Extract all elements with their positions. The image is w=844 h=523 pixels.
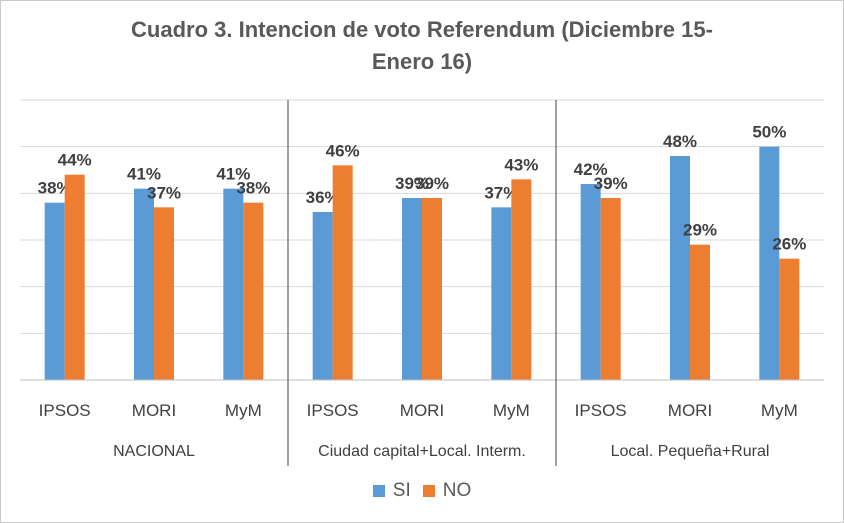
group-label: Ciudad capital+Local. Interm.: [318, 443, 526, 460]
bar-si: [402, 198, 422, 380]
bar-no: [779, 258, 800, 380]
bar-si: [134, 188, 154, 380]
group-label: NACIONAL: [113, 443, 195, 460]
bar-si: [223, 188, 244, 380]
legend: SI NO: [0, 480, 844, 502]
bar-no: [690, 244, 710, 380]
bar-no: [154, 207, 174, 380]
legend-swatch-si: [372, 485, 385, 497]
data-label-no: 43%: [504, 155, 538, 174]
data-label-si: 48%: [663, 132, 697, 151]
data-label-si: 36%: [306, 188, 340, 207]
data-label-si: 42%: [574, 160, 608, 179]
data-label-no: 39%: [594, 174, 628, 193]
category-label: MORI: [668, 401, 712, 420]
data-label-no: 26%: [772, 235, 806, 254]
data-label-no: 39%: [415, 174, 449, 193]
bar-si: [312, 212, 333, 380]
bar-si: [44, 202, 65, 380]
category-label: MyM: [493, 401, 530, 420]
legend-label-no: NO: [442, 480, 472, 501]
category-label: MyM: [761, 401, 798, 420]
bar-no: [64, 174, 85, 380]
category-label: MORI: [400, 401, 444, 420]
bar-si: [670, 156, 690, 380]
legend-swatch-no: [422, 485, 435, 497]
bar-no: [422, 198, 442, 380]
chart-title-line-2: Enero 16): [371, 49, 473, 74]
data-label-si: 50%: [752, 123, 786, 142]
data-label-si: 38%: [38, 179, 72, 198]
category-label: IPSOS: [39, 401, 91, 420]
group-label: Local. Pequeña+Rural: [611, 443, 770, 460]
data-label-si: 39%: [395, 174, 429, 193]
bar-no: [600, 198, 621, 380]
bar-si: [759, 146, 780, 380]
data-label-no: 29%: [683, 221, 717, 240]
data-label-si: 37%: [484, 183, 518, 202]
bar-si: [580, 184, 601, 380]
bar-si: [491, 207, 512, 380]
category-label: MyM: [225, 401, 262, 420]
data-label-si: 41%: [216, 165, 250, 184]
category-label: IPSOS: [307, 401, 359, 420]
category-label: MORI: [132, 401, 176, 420]
bar-no: [332, 165, 353, 380]
chart-title-line-1: Cuadro 3. Intencion de voto Referendum (…: [131, 17, 713, 42]
data-label-no: 44%: [58, 151, 92, 170]
category-label: IPSOS: [575, 401, 627, 420]
legend-item-no: NO: [422, 480, 472, 502]
data-label-si: 41%: [127, 165, 161, 184]
bar-no: [243, 202, 264, 380]
legend-label-si: SI: [392, 480, 411, 501]
legend-item-si: SI: [372, 480, 411, 502]
data-label-no: 38%: [236, 179, 270, 198]
data-label-no: 37%: [147, 183, 181, 202]
chart-title: Cuadro 3. Intencion de voto Referendum (…: [0, 14, 844, 78]
bar-no: [511, 179, 532, 380]
data-label-no: 46%: [326, 141, 360, 160]
